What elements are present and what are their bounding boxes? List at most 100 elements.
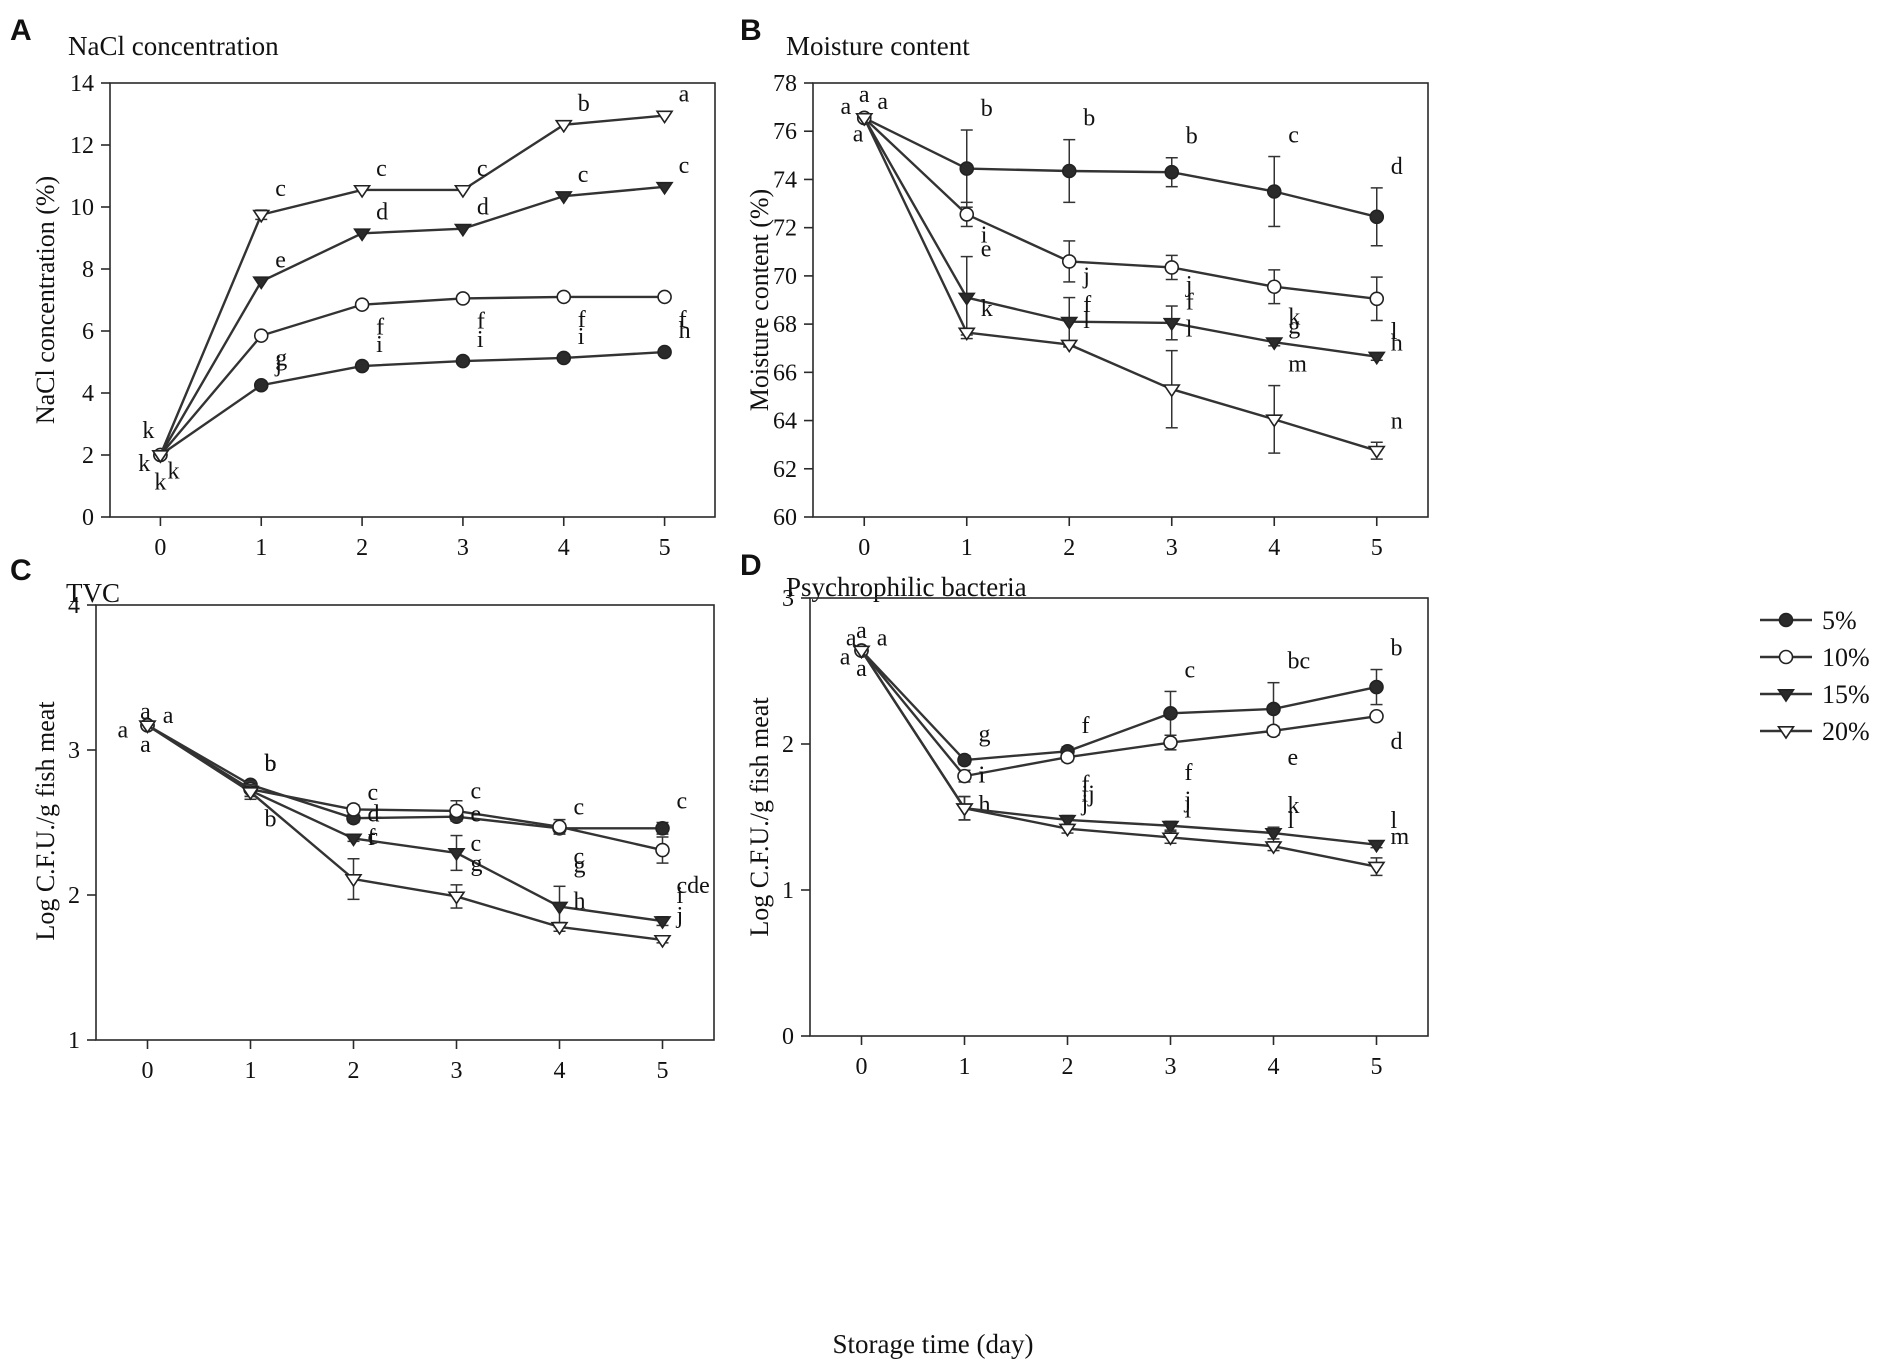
legend-marker bbox=[1778, 612, 1794, 628]
significance-label: j bbox=[1082, 264, 1090, 290]
significance-label: k bbox=[1288, 793, 1300, 819]
x-tick-label: 5 bbox=[657, 1058, 669, 1084]
significance-label: k bbox=[1288, 305, 1300, 331]
significance-label: i bbox=[979, 763, 986, 789]
data-point bbox=[253, 377, 269, 393]
significance-label: b bbox=[265, 751, 277, 777]
significance-label: j bbox=[1184, 787, 1192, 813]
y-tick-label: 14 bbox=[70, 71, 94, 97]
panel-d: D Psychrophilic bacteria 0 1 2 3 0 1 2 3 4 5 Log C.F… bbox=[740, 549, 1429, 1080]
series-line bbox=[860, 649, 1377, 762]
data-point bbox=[353, 184, 372, 199]
series-line bbox=[159, 350, 665, 456]
significance-label: k bbox=[154, 469, 166, 495]
data-point bbox=[241, 787, 260, 801]
data-point bbox=[657, 289, 672, 305]
significance-label: c bbox=[679, 153, 690, 179]
data-point bbox=[657, 344, 672, 360]
data-point bbox=[554, 119, 573, 134]
series-line bbox=[863, 117, 1378, 452]
x-tick-label: 3 bbox=[1166, 535, 1178, 561]
significance-label: d bbox=[368, 802, 380, 828]
x-tick-label: 1 bbox=[245, 1058, 257, 1084]
significance-label: d bbox=[1391, 154, 1403, 180]
y-axis-title: Log C.F.U./g fish meat bbox=[31, 701, 60, 941]
series-line bbox=[146, 724, 663, 942]
data-point bbox=[1266, 701, 1281, 717]
data-point bbox=[1162, 384, 1181, 398]
significance-label: c bbox=[1288, 123, 1299, 149]
x-tick-label: 0 bbox=[142, 1058, 154, 1084]
data-point bbox=[1060, 316, 1079, 331]
legend-marker bbox=[1777, 725, 1795, 740]
data-point bbox=[1061, 254, 1077, 269]
significance-label: f bbox=[679, 307, 687, 333]
significance-label: e bbox=[471, 802, 482, 828]
data-point bbox=[455, 353, 471, 369]
legend-item: 5% bbox=[1760, 606, 1857, 635]
data-point bbox=[955, 803, 974, 817]
significance-label: c bbox=[574, 844, 585, 870]
y-tick-label: 12 bbox=[70, 133, 94, 159]
significance-label: d bbox=[376, 199, 388, 225]
significance-label: i bbox=[477, 327, 484, 353]
plot-frame bbox=[95, 604, 715, 1041]
data-point bbox=[556, 289, 572, 305]
series-line bbox=[159, 185, 665, 456]
significance-label: j bbox=[274, 351, 282, 377]
significance-label: k bbox=[981, 296, 993, 322]
data-point bbox=[957, 292, 976, 307]
y-tick-label: 6 bbox=[82, 319, 94, 345]
significance-label: f bbox=[578, 307, 586, 333]
x-tick-label: 5 bbox=[1371, 1054, 1383, 1080]
data-point bbox=[1265, 414, 1284, 428]
data-point bbox=[655, 820, 670, 836]
significance-label: ij bbox=[1082, 782, 1095, 808]
significance-label: a bbox=[679, 82, 690, 108]
significance-label: c bbox=[1185, 657, 1196, 683]
data-point bbox=[1161, 832, 1180, 846]
significance-label: b bbox=[265, 751, 277, 777]
significance-label: i bbox=[981, 223, 988, 249]
data-point bbox=[1369, 291, 1385, 307]
significance-label: b bbox=[981, 96, 993, 122]
significance-label: l bbox=[1391, 808, 1398, 834]
data-point bbox=[855, 112, 874, 127]
series-line bbox=[159, 114, 665, 456]
legend-label: 15% bbox=[1822, 680, 1870, 709]
data-point bbox=[1266, 184, 1282, 199]
significance-label: e bbox=[275, 247, 286, 273]
x-tick-label: 4 bbox=[554, 1058, 566, 1084]
panel-title: Psychrophilic bacteria bbox=[786, 572, 1027, 602]
data-point bbox=[354, 358, 370, 374]
data-point bbox=[1265, 337, 1284, 351]
y-tick-label: 0 bbox=[782, 1024, 794, 1050]
legend-item: 10% bbox=[1760, 643, 1870, 672]
significance-label: c bbox=[275, 176, 286, 202]
x-tick-label: 4 bbox=[558, 535, 570, 561]
series-5pct: b b b c d bbox=[856, 96, 1403, 247]
series-5pct: j i i i h bbox=[153, 318, 691, 463]
y-tick-label: 3 bbox=[68, 738, 80, 764]
data-point bbox=[447, 847, 466, 862]
series-20pct: k l l m n bbox=[855, 112, 1403, 460]
significance-label: c bbox=[574, 794, 585, 820]
x-tick-label: 0 bbox=[856, 1054, 868, 1080]
panel-b: B Moisture content 60 62 64 66 68 70 72 74 76 78 0 1 2… bbox=[740, 14, 1429, 561]
x-tick-label: 1 bbox=[959, 1054, 971, 1080]
legend-label: 5% bbox=[1822, 606, 1857, 635]
data-point bbox=[957, 327, 976, 341]
data-point bbox=[554, 191, 573, 205]
data-point bbox=[1061, 163, 1077, 179]
data-point bbox=[556, 350, 572, 366]
significance-label: b bbox=[1186, 124, 1198, 150]
x-tick-label: 3 bbox=[1165, 1054, 1177, 1080]
series-line bbox=[860, 649, 1377, 868]
data-point bbox=[1369, 708, 1384, 724]
significance-label: a bbox=[117, 718, 128, 744]
x-tick-label: 5 bbox=[1371, 535, 1383, 561]
significance-label: c bbox=[368, 824, 379, 850]
data-point bbox=[252, 209, 271, 224]
